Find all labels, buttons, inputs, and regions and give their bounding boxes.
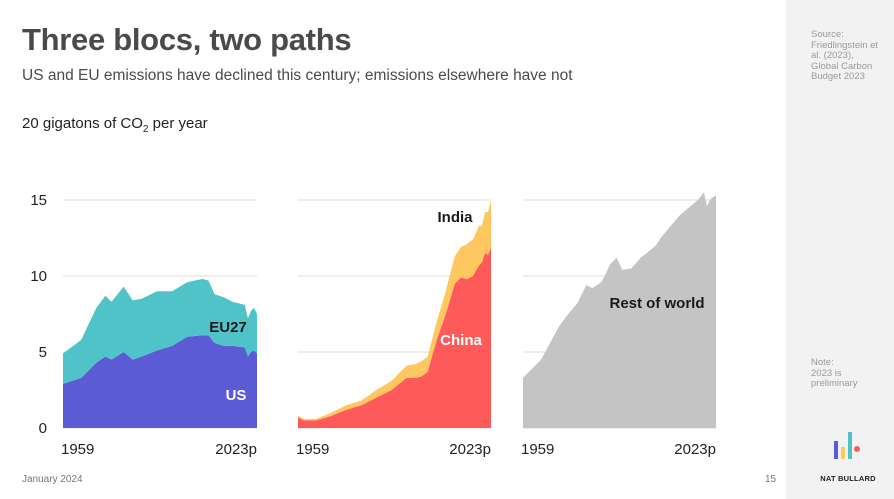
x-tick-label: 2023p — [215, 441, 257, 458]
y-tick-label: 15 — [30, 192, 47, 209]
footer-date: January 2024 — [22, 474, 83, 485]
series-label-eu27: EU27 — [209, 319, 247, 336]
x-tick-label: 1959 — [296, 441, 329, 458]
area-eu27 — [63, 279, 257, 384]
logo-bar-2 — [841, 447, 845, 459]
source-note: Source: Friedlingstein et al. (2023), Gl… — [811, 29, 879, 82]
logo-icon — [834, 432, 860, 459]
unit-prefix: 20 gigatons of CO — [22, 115, 143, 132]
logo-label: NAT BULLARD — [820, 474, 876, 483]
unit-subscript: 2 — [142, 124, 149, 135]
page-subtitle: US and EU emissions have declined this c… — [22, 67, 573, 84]
y-tick-label: 10 — [30, 268, 47, 285]
page-number: 15 — [765, 474, 777, 485]
y-tick-label: 5 — [39, 344, 47, 361]
sidebar-panel — [786, 0, 894, 499]
area-rest-of-world — [523, 192, 716, 428]
series-label-us: US — [226, 387, 247, 404]
preliminary-note: Note: 2023 is preliminary — [811, 357, 858, 389]
x-tick-label: 2023p — [674, 441, 716, 458]
unit-label: 20 gigatons of CO2 per year — [22, 115, 208, 135]
logo-dot — [854, 446, 860, 452]
series-label-india: India — [437, 209, 473, 226]
unit-suffix: per year — [148, 115, 208, 132]
logo-bar-1 — [834, 441, 838, 459]
area-china — [298, 247, 491, 428]
series-label-china: China — [440, 332, 482, 349]
page-title: Three blocs, two paths — [22, 22, 352, 57]
x-tick-label: 1959 — [61, 441, 94, 458]
logo-bar-3 — [848, 432, 852, 459]
x-tick-label: 1959 — [521, 441, 554, 458]
x-tick-label: 2023p — [449, 441, 491, 458]
series-label-rest-of-world: Rest of world — [609, 295, 704, 312]
y-tick-label: 0 — [39, 420, 47, 437]
area-us — [63, 335, 257, 428]
